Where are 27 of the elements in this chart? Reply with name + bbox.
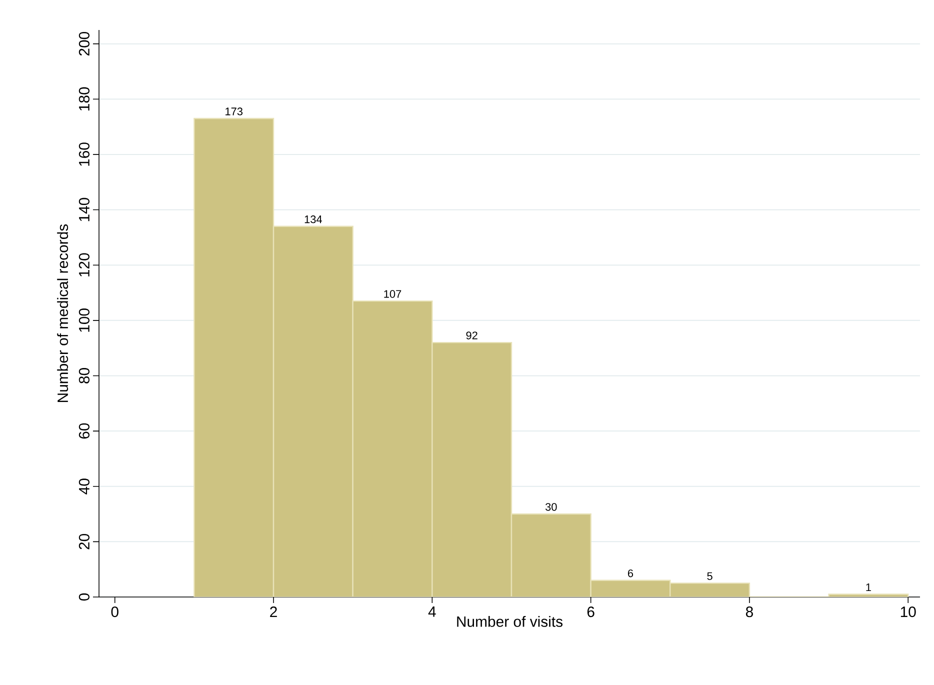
y-tick-label: 200 — [78, 32, 90, 56]
y-tick-label: 180 — [78, 87, 90, 110]
x-tick-label: 2 — [270, 606, 277, 617]
data-label: 6 — [628, 569, 634, 578]
data-label: 1 — [866, 584, 871, 592]
y-tick-label: 100 — [78, 308, 90, 332]
data-label: 107 — [384, 290, 402, 298]
y-tick-label: 0 — [78, 593, 90, 601]
data-label: 173 — [226, 108, 243, 116]
data-label: 5 — [707, 572, 712, 580]
y-axis-title: Number of medical records — [57, 224, 68, 402]
y-tick-label: 80 — [78, 368, 90, 384]
x-tick-label: 10 — [900, 606, 916, 618]
y-tick-label: 140 — [78, 198, 90, 222]
x-tick-label: 0 — [111, 606, 118, 618]
x-axis-title: Number of visits — [457, 616, 562, 627]
y-tick-label: 60 — [78, 423, 90, 439]
y-tick-label: 20 — [78, 534, 90, 550]
x-tick-label: 8 — [746, 606, 753, 618]
y-tick-label: 120 — [78, 253, 90, 276]
y-tick-label: 40 — [78, 478, 90, 494]
data-label: 134 — [304, 215, 322, 224]
data-label: 92 — [466, 332, 478, 340]
x-tick-label: 6 — [587, 606, 594, 618]
x-tick-label: 4 — [428, 606, 436, 617]
data-label: 30 — [545, 503, 557, 511]
y-tick-label: 160 — [78, 142, 90, 166]
